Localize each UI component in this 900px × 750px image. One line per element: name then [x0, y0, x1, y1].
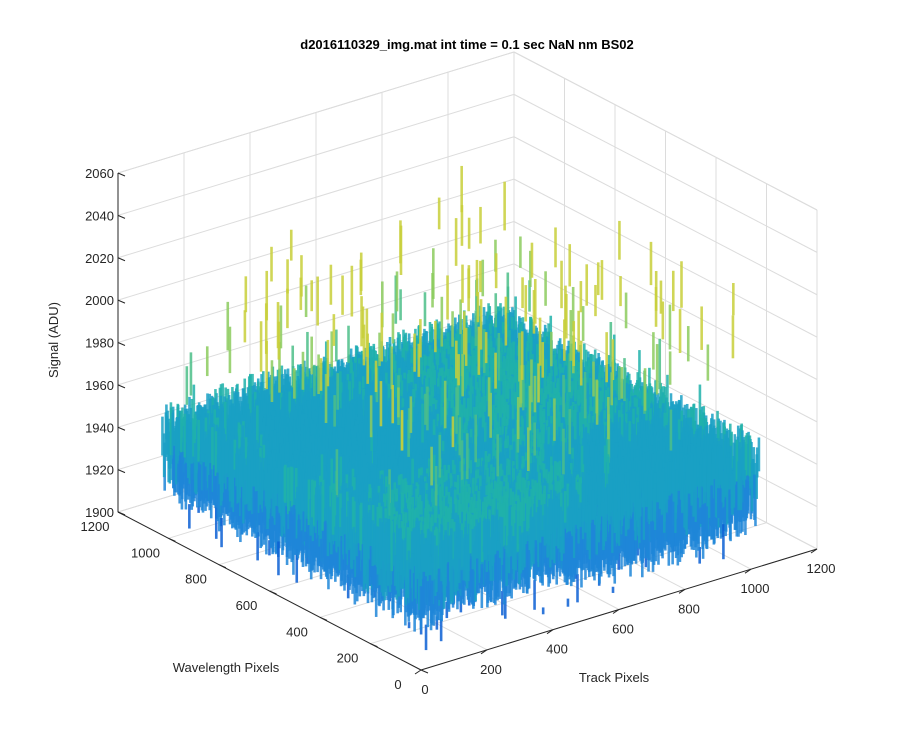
y-tick-label: 1200 [81, 519, 110, 534]
y-tick-label: 800 [185, 572, 207, 587]
z-tick-label: 1980 [85, 336, 114, 351]
x-tick-label: 600 [612, 622, 634, 637]
x-tick-label: 400 [546, 642, 568, 657]
z-axis-label: Signal (ADU) [46, 302, 61, 378]
y-tick-label: 200 [337, 651, 359, 666]
y-tick-label: 1000 [131, 545, 160, 560]
x-tick-label: 200 [480, 662, 502, 677]
x-tick-label: 1200 [807, 561, 836, 576]
chart-title: d2016110329_img.mat int time = 0.1 sec N… [300, 37, 633, 52]
x-tick-label: 0 [421, 682, 428, 697]
surface-plot [161, 165, 761, 651]
x-axis-label: Track Pixels [579, 670, 650, 685]
z-tick-label: 2060 [85, 166, 114, 181]
x-tick-label: 800 [678, 601, 700, 616]
z-tick-label: 1940 [85, 420, 114, 435]
y-tick-label: 400 [286, 624, 308, 639]
z-tick-label: 2040 [85, 208, 114, 223]
y-axis-label: Wavelength Pixels [173, 660, 280, 675]
tick-labels: 0 200 400 600 800 1000 1200 0 200 400 600 800 1000 12… [81, 166, 836, 697]
y-tick-label: 0 [394, 677, 401, 692]
z-tick-label: 1900 [85, 505, 114, 520]
z-tick-label: 1960 [85, 378, 114, 393]
x-tick-label: 1000 [741, 581, 770, 596]
z-tick-label: 1920 [85, 463, 114, 478]
z-tick-label: 2000 [85, 293, 114, 308]
z-tick-label: 2020 [85, 251, 114, 266]
y-tick-label: 600 [236, 598, 258, 613]
